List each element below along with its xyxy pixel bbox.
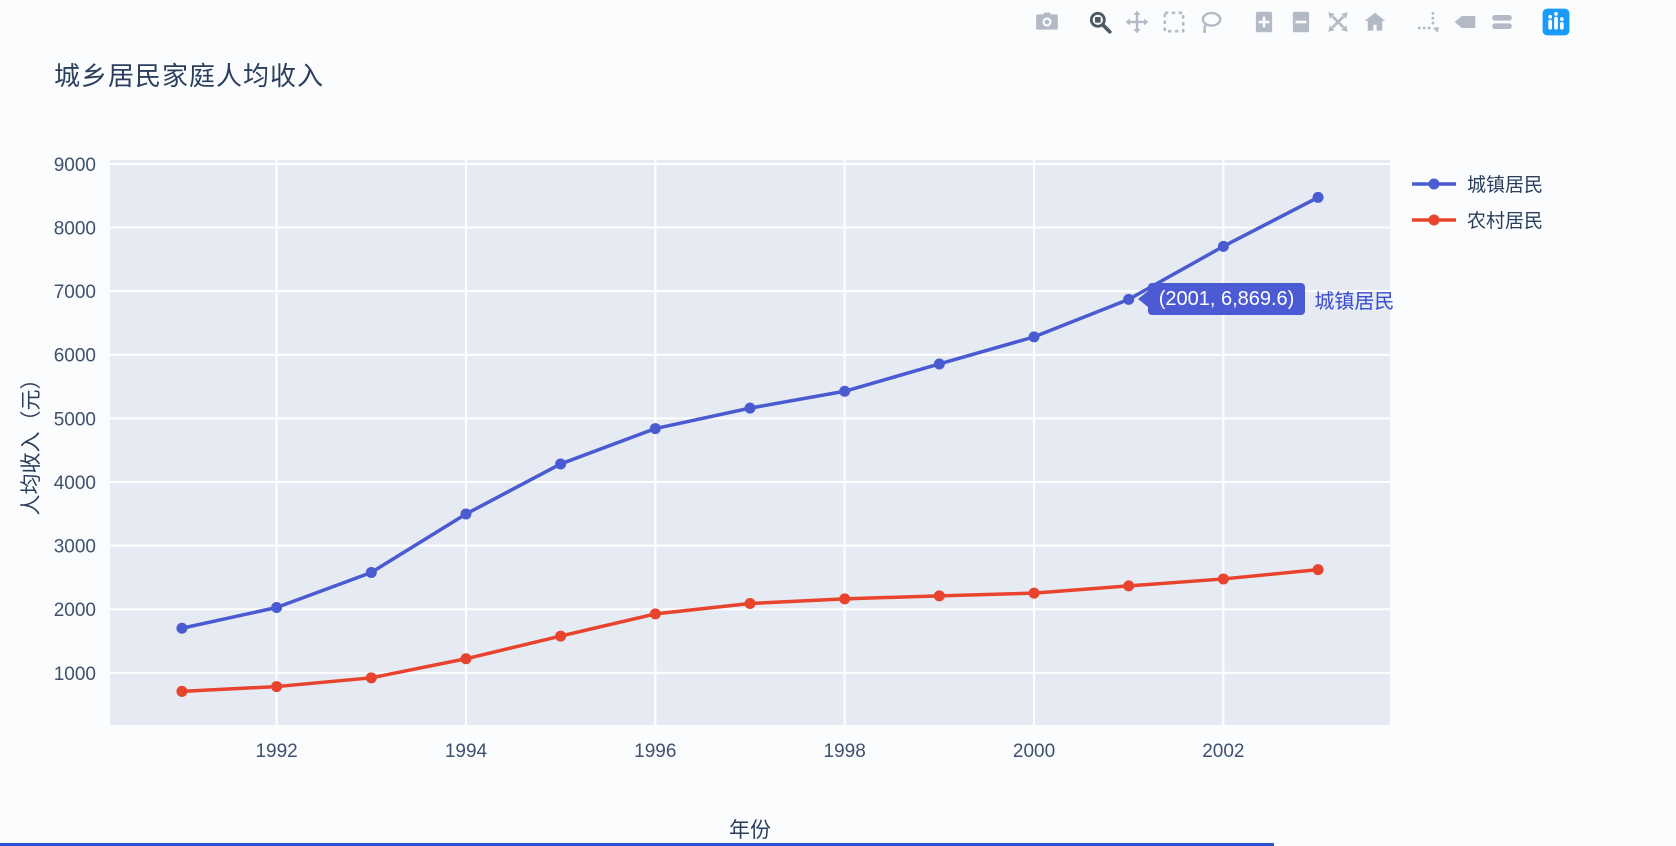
- data-point[interactable]: [1312, 564, 1324, 576]
- data-point[interactable]: [1217, 240, 1229, 252]
- hover-compare-icon[interactable]: [1489, 9, 1515, 35]
- box-select-icon[interactable]: [1161, 9, 1187, 35]
- y-tick-label: 1000: [54, 664, 96, 685]
- data-point[interactable]: [365, 672, 377, 684]
- data-point[interactable]: [176, 622, 188, 634]
- plotly-logo-icon[interactable]: [1542, 8, 1570, 36]
- data-point[interactable]: [555, 458, 567, 470]
- x-tick-label: 1992: [255, 741, 297, 762]
- data-point[interactable]: [1312, 191, 1324, 203]
- data-point[interactable]: [1123, 293, 1135, 305]
- x-tick-label: 2002: [1202, 741, 1244, 762]
- data-point[interactable]: [649, 608, 661, 620]
- zoom-out-icon[interactable]: [1288, 9, 1314, 35]
- video-progress-bar[interactable]: [0, 843, 1274, 846]
- plot-area[interactable]: [110, 160, 1390, 725]
- data-point[interactable]: [271, 681, 283, 693]
- x-tick-label: 1994: [445, 741, 488, 762]
- data-point[interactable]: [1217, 573, 1229, 585]
- y-tick-label: 3000: [54, 537, 96, 558]
- legend-item[interactable]: 城镇居民: [1410, 170, 1543, 197]
- legend-swatch: [1412, 214, 1456, 225]
- modebar: [1034, 8, 1570, 36]
- data-point[interactable]: [460, 508, 472, 520]
- y-tick-label: 8000: [54, 218, 96, 239]
- data-point[interactable]: [1028, 587, 1040, 599]
- data-point[interactable]: [933, 590, 945, 602]
- camera-icon[interactable]: [1034, 9, 1060, 35]
- data-point[interactable]: [839, 593, 851, 605]
- data-point[interactable]: [365, 566, 377, 578]
- data-point[interactable]: [460, 653, 472, 665]
- y-tick-label: 6000: [54, 346, 96, 367]
- y-tick-label: 4000: [54, 473, 96, 494]
- y-tick-label: 7000: [54, 282, 96, 303]
- pan-icon[interactable]: [1124, 9, 1150, 35]
- legend-label: 农村居民: [1467, 211, 1544, 232]
- x-tick-label: 2000: [1013, 741, 1055, 762]
- y-axis-title: 人均收入（元）: [20, 368, 43, 516]
- zoom-icon[interactable]: [1087, 9, 1113, 35]
- home-icon[interactable]: [1362, 9, 1388, 35]
- x-tick-label: 1996: [634, 741, 676, 762]
- data-point[interactable]: [744, 597, 756, 609]
- data-point[interactable]: [933, 358, 945, 370]
- data-point[interactable]: [744, 402, 756, 414]
- legend: 城镇居民 农村居民: [1410, 170, 1543, 233]
- autoscale-icon[interactable]: [1325, 9, 1351, 35]
- zoom-in-icon[interactable]: [1251, 9, 1277, 35]
- data-point[interactable]: [176, 685, 188, 697]
- legend-label: 城镇居民: [1467, 175, 1544, 196]
- legend-swatch: [1412, 178, 1456, 189]
- y-tick-label: 9000: [54, 155, 96, 176]
- data-point[interactable]: [1028, 331, 1040, 343]
- data-point[interactable]: [555, 630, 567, 642]
- data-point[interactable]: [271, 602, 283, 614]
- data-point[interactable]: [1123, 580, 1135, 592]
- lasso-select-icon[interactable]: [1198, 9, 1224, 35]
- legend-item[interactable]: 农村居民: [1410, 206, 1543, 233]
- y-tick-label: 5000: [54, 409, 96, 430]
- chart-title: 城乡居民家庭人均收入: [54, 61, 325, 91]
- spikelines-icon[interactable]: [1415, 9, 1441, 35]
- x-axis-title: 年份: [729, 819, 771, 842]
- data-point[interactable]: [649, 423, 661, 435]
- data-point[interactable]: [839, 385, 851, 397]
- y-tick-label: 2000: [54, 600, 96, 621]
- hover-closest-icon[interactable]: [1452, 9, 1478, 35]
- x-tick-label: 1998: [824, 741, 866, 762]
